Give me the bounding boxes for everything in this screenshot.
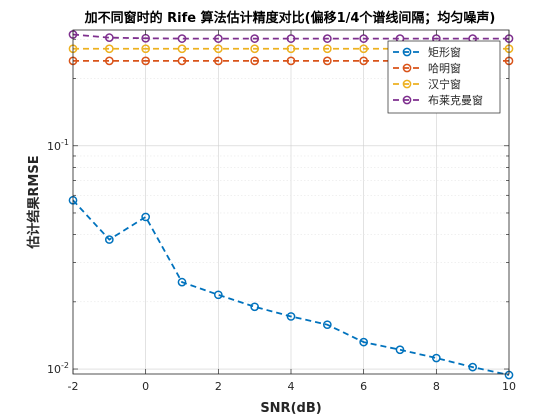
data-point — [213, 290, 223, 300]
data-point — [104, 56, 114, 66]
data-point — [286, 56, 296, 66]
data-point — [141, 212, 151, 222]
data-point — [177, 34, 187, 43]
legend-marker — [402, 47, 412, 57]
data-point — [395, 345, 405, 355]
data-point — [213, 56, 223, 66]
y-tick-label-exponent: -2 — [61, 361, 69, 370]
data-point — [322, 320, 332, 330]
data-point — [177, 277, 187, 287]
data-point — [104, 235, 114, 244]
x-tick-label: 8 — [433, 380, 440, 393]
data-point — [250, 302, 260, 312]
legend-item[interactable]: 汉宁窗 — [393, 77, 461, 91]
chart-title: 加不同窗时的 Rife 算法估计精度对比(偏移1/4个谱线间隔；均匀噪声) — [84, 10, 496, 26]
data-point — [141, 56, 151, 66]
x-axis-title: SNR(dB) — [260, 401, 321, 416]
data-point — [104, 33, 114, 42]
data-point — [359, 56, 369, 66]
x-tick-label: 2 — [215, 380, 222, 393]
y-axis-title: 估计结果RMSE — [26, 155, 42, 249]
data-point — [286, 44, 296, 54]
data-point — [104, 44, 114, 54]
legend-box — [387, 40, 501, 114]
y-tick-label: 10-2 — [47, 361, 69, 376]
legend-label: 哈明窗 — [428, 61, 461, 75]
data-point — [213, 44, 223, 54]
data-point — [431, 353, 441, 363]
legend-item[interactable]: 矩形窗 — [393, 45, 461, 59]
y-tick-label-exponent: -1 — [61, 138, 69, 147]
legend-label: 布莱克曼窗 — [428, 93, 483, 107]
data-point — [359, 44, 369, 54]
y-tick-label-base: 10 — [47, 363, 61, 376]
legend-label: 汉宁窗 — [428, 77, 461, 91]
data-point — [250, 34, 260, 43]
y-tick-label: 10-1 — [47, 138, 69, 153]
data-point — [359, 337, 369, 347]
data-point — [322, 34, 332, 43]
x-tick-label: 6 — [360, 380, 367, 393]
legend-marker — [402, 95, 412, 105]
legend-marker — [402, 63, 412, 73]
data-point — [250, 44, 260, 54]
legend-item[interactable]: 哈明窗 — [393, 61, 461, 75]
data-point — [468, 362, 478, 372]
data-point — [177, 44, 187, 54]
series-line — [72, 199, 510, 376]
data-point — [322, 56, 332, 66]
x-tick-label: 0 — [142, 380, 149, 393]
x-tick-label: 10 — [502, 380, 516, 393]
data-point — [250, 56, 260, 66]
x-tick-label: 4 — [288, 380, 295, 393]
legend-label: 矩形窗 — [428, 45, 461, 59]
legend-item[interactable]: 布莱克曼窗 — [393, 93, 483, 107]
data-point — [177, 56, 187, 66]
data-point — [141, 44, 151, 54]
series-line — [72, 33, 509, 40]
x-tick-label: -2 — [68, 380, 79, 393]
data-point — [286, 312, 296, 321]
legend-marker — [402, 79, 412, 89]
data-point — [322, 44, 332, 54]
y-tick-label-base: 10 — [47, 140, 61, 153]
series-1 — [68, 195, 514, 380]
